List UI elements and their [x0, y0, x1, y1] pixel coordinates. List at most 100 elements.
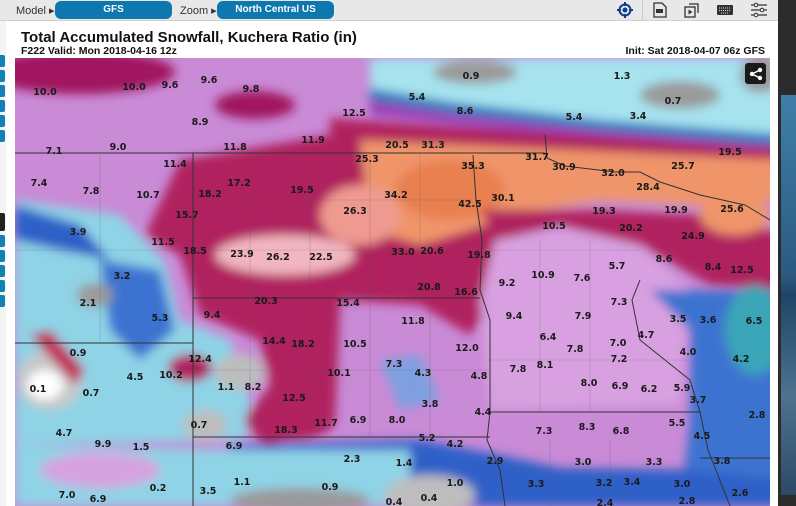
snowfall-value-label: 6.9	[90, 494, 107, 505]
side-tab[interactable]	[0, 295, 5, 307]
snowfall-value-label: 9.6	[201, 75, 218, 86]
snowfall-value-label: 9.2	[499, 278, 516, 289]
snowfall-value-label: 3.7	[690, 395, 707, 406]
snowfall-value-label: 0.9	[463, 71, 480, 82]
snowfall-value-label: 4.3	[415, 368, 432, 379]
settings-sliders-icon[interactable]	[750, 2, 768, 18]
side-tab[interactable]	[0, 235, 5, 247]
snowfall-value-label: 20.8	[417, 282, 441, 293]
snowfall-value-label: 0.4	[421, 493, 438, 504]
snowfall-value-label: 10.0	[33, 87, 57, 98]
side-tab[interactable]	[0, 130, 5, 142]
snowfall-value-label: 1.5	[133, 442, 150, 453]
snowfall-value-label: 0.7	[665, 96, 682, 107]
snowfall-value-label: 4.2	[447, 439, 464, 450]
snowfall-value-label: 2.8	[679, 496, 696, 506]
snowfall-value-label: 12.4	[188, 354, 212, 365]
snowfall-value-label: 34.2	[384, 190, 407, 201]
snowfall-value-label: 3.5	[670, 314, 687, 325]
snowfall-value-label: 6.5	[746, 316, 763, 327]
snowfall-value-label: 3.0	[575, 457, 592, 468]
side-tab[interactable]	[0, 55, 5, 67]
side-tab[interactable]	[0, 100, 5, 112]
snowfall-value-label: 25.7	[671, 161, 694, 172]
snowfall-value-label: 2.1	[80, 298, 97, 309]
snowfall-value-label: 1.4	[396, 458, 413, 469]
snowfall-value-label: 15.7	[175, 210, 198, 221]
side-tab[interactable]	[0, 213, 5, 231]
keyboard-icon[interactable]	[716, 2, 734, 18]
snowfall-value-label: 3.6	[700, 315, 717, 326]
snowfall-value-label: 20.3	[254, 296, 277, 307]
snowfall-value-label: 11.8	[401, 316, 425, 327]
snowfall-value-label: 31.7	[525, 152, 548, 163]
pdf-icon[interactable]	[651, 2, 669, 18]
side-tab[interactable]	[0, 280, 5, 292]
snowfall-value-label: 18.3	[274, 425, 297, 436]
snowfall-value-label: 25.3	[355, 154, 378, 165]
snowfall-value-label: 3.2	[114, 271, 131, 282]
snowfall-value-label: 10.7	[136, 190, 159, 201]
crosshair-icon[interactable]	[616, 2, 634, 18]
snowfall-value-label: 18.5	[183, 246, 206, 257]
side-tab[interactable]	[0, 85, 5, 97]
snowfall-value-label: 14.4	[262, 336, 286, 347]
snowfall-value-label: 4.4	[475, 407, 492, 418]
snowfall-value-label: 5.4	[566, 112, 583, 123]
toolbar: Model ▸ GFS Zoom ▸ North Central US	[0, 0, 778, 21]
snowfall-value-label: 25.6	[720, 204, 744, 215]
snowfall-value-label: 11.5	[151, 237, 174, 248]
snowfall-value-label: 7.2	[611, 354, 628, 365]
snowfall-value-label: 3.9	[70, 227, 87, 238]
snowfall-value-label: 4.5	[127, 372, 144, 383]
snowfall-value-label: 7.8	[567, 344, 584, 355]
animation-icon[interactable]	[683, 2, 701, 18]
snowfall-value-label: 17.2	[227, 178, 250, 189]
snowfall-value-label: 9.6	[162, 80, 179, 91]
state-borders	[15, 134, 770, 506]
snowfall-value-label: 26.3	[343, 206, 366, 217]
snowfall-value-label: 11.7	[314, 418, 337, 429]
side-tab[interactable]	[0, 115, 5, 127]
snowfall-value-label: 6.9	[350, 415, 367, 426]
snowfall-value-label: 31.3	[421, 140, 444, 151]
snowfall-value-label: 3.8	[422, 399, 439, 410]
snowfall-shading	[15, 58, 770, 506]
snowfall-value-label: 3.0	[674, 479, 691, 490]
snowfall-value-label: 23.9	[230, 249, 253, 260]
adjacent-window-edge	[778, 0, 796, 506]
snowfall-value-label: 8.2	[245, 382, 262, 393]
snowfall-value-label: 7.8	[510, 364, 527, 375]
snowfall-value-label: 7.8	[83, 186, 100, 197]
snowfall-value-label: 10.9	[531, 270, 554, 281]
snowfall-value-label: 1.3	[614, 71, 631, 82]
snowfall-value-label: 12.0	[455, 343, 479, 354]
snowfall-value-label: 28.4	[636, 182, 660, 193]
model-select[interactable]: GFS	[55, 1, 172, 19]
snowfall-value-label: 1.1	[218, 382, 235, 393]
side-tab[interactable]	[0, 250, 5, 262]
snowfall-labels: 10.0 10.0 9.6 9.6 9.8 8.9 12.5 11.9 11.8 9.0 7.1 11…	[30, 71, 766, 506]
zoom-select[interactable]: North Central US	[217, 1, 334, 19]
snowfall-value-label: 3.3	[646, 457, 663, 468]
snowfall-value-label: 8.0	[581, 378, 598, 389]
snowfall-value-label: 6.2	[641, 384, 658, 395]
side-tab[interactable]	[0, 265, 5, 277]
snowfall-value-label: 10.0	[122, 82, 146, 93]
snowfall-value-label: 42.5	[458, 199, 481, 210]
snowfall-value-label: 9.8	[243, 84, 260, 95]
snowfall-value-label: 32.0	[601, 168, 625, 179]
snowfall-value-label: 4.7	[638, 330, 655, 341]
snowfall-value-label: 16.6	[454, 287, 478, 298]
snowfall-value-label: 7.3	[611, 297, 628, 308]
snowfall-value-label: 19.9	[664, 205, 687, 216]
snowfall-value-label: 5.4	[409, 92, 426, 103]
snowfall-value-label: 7.0	[59, 490, 76, 501]
page-title: Total Accumulated Snowfall, Kuchera Rati…	[21, 29, 357, 46]
snowfall-value-label: 5.5	[669, 418, 686, 429]
snowfall-value-label: 4.0	[680, 347, 697, 358]
side-tab[interactable]	[0, 70, 5, 82]
share-button[interactable]	[745, 63, 766, 84]
snowfall-value-label: 0.2	[150, 483, 167, 494]
